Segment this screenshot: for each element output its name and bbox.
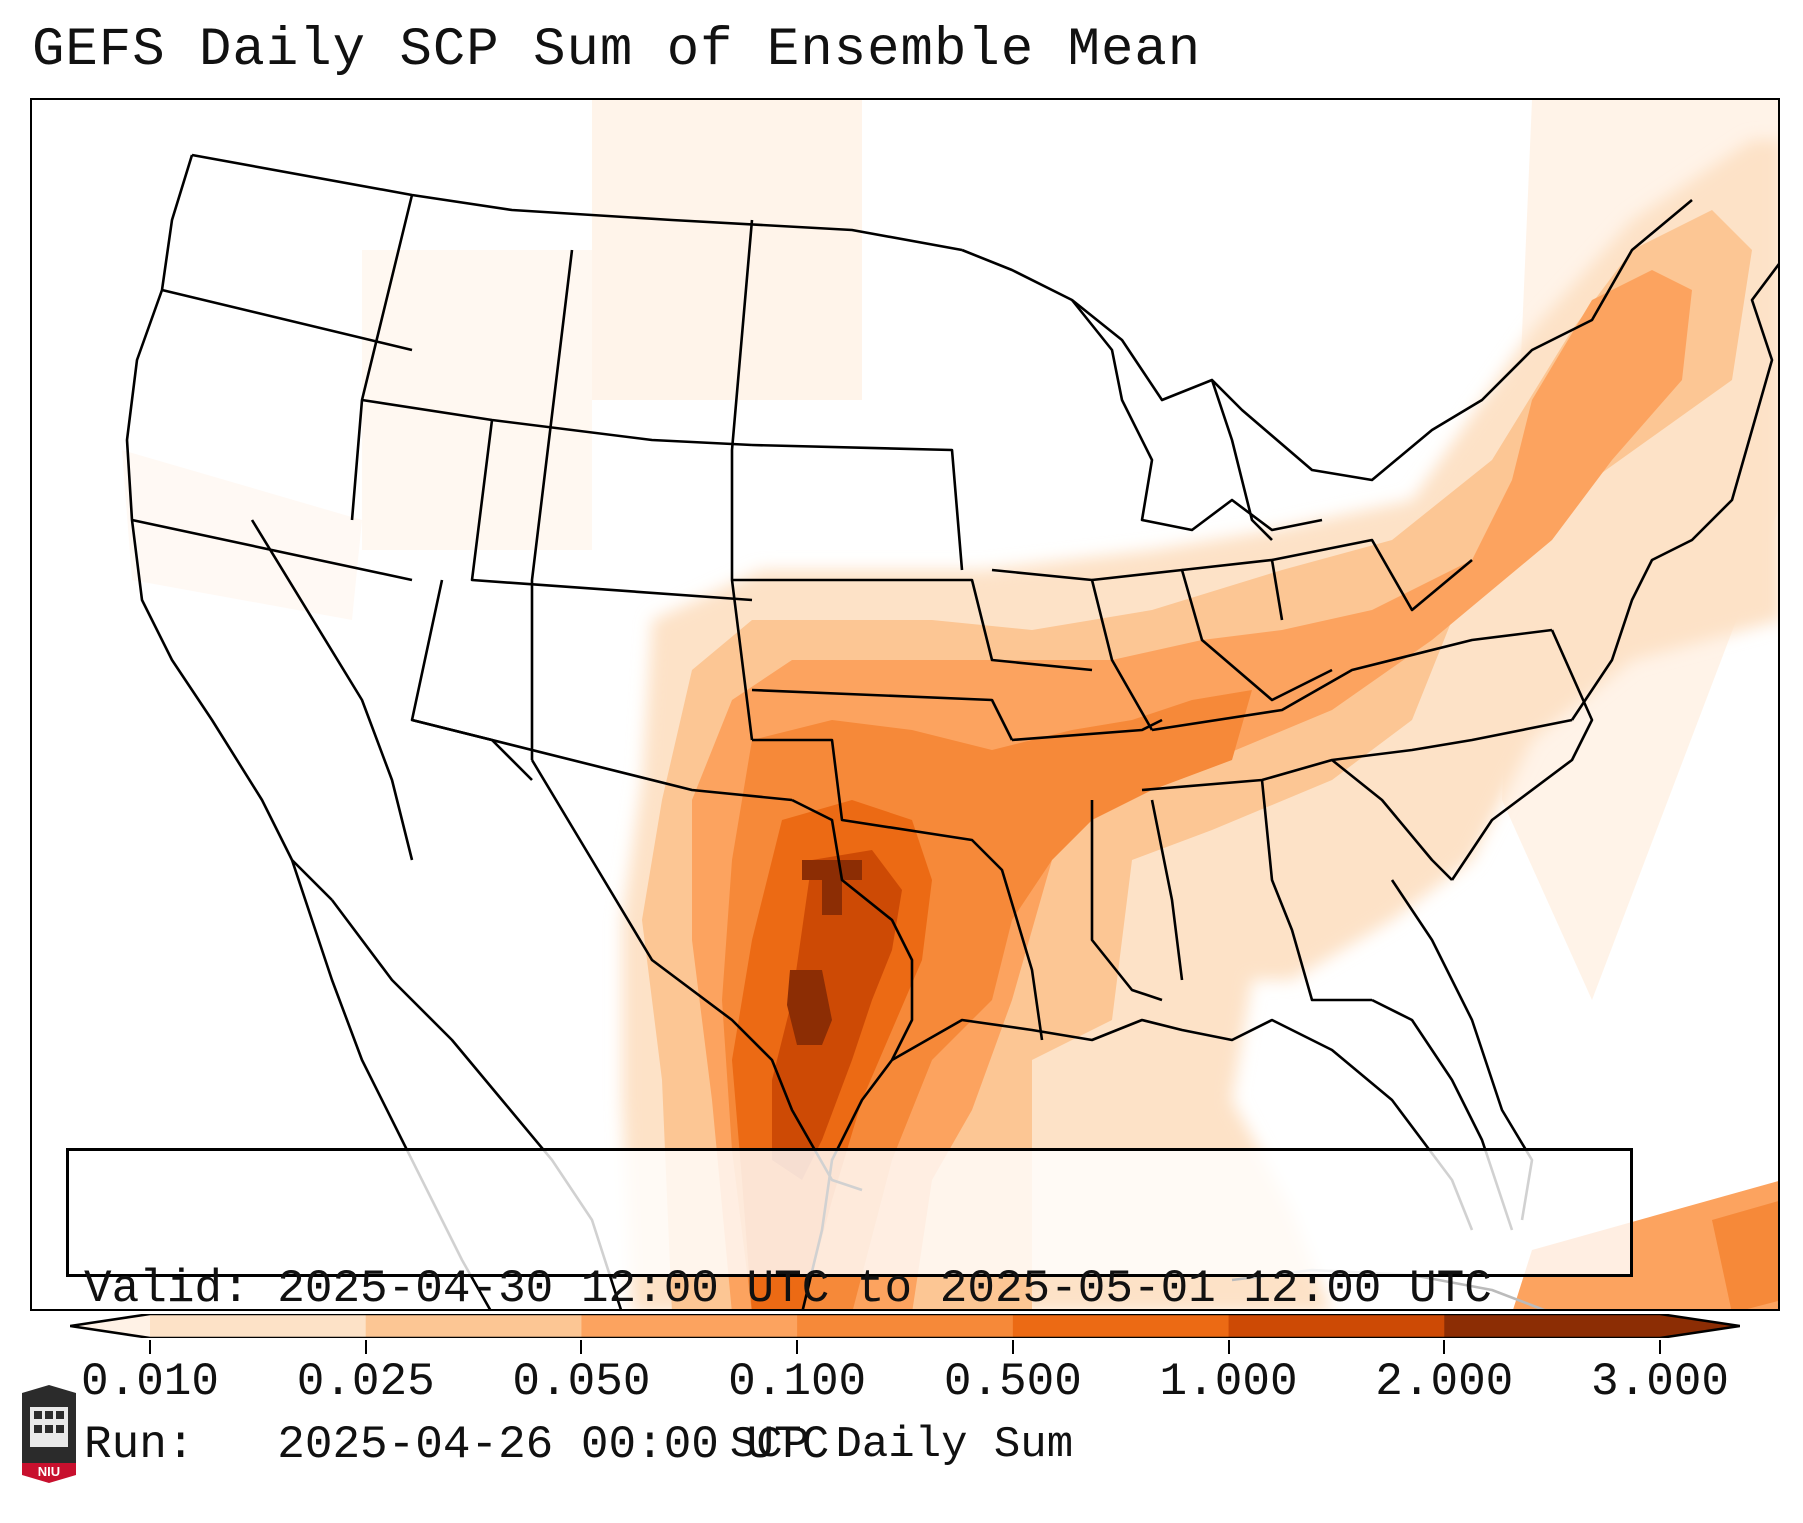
colorbar-over-arrow: [1660, 1314, 1740, 1338]
colorbar-cell: [150, 1314, 367, 1338]
colorbar-tick: [580, 1340, 583, 1354]
colorbar-label: SCP Daily Sum: [729, 1420, 1074, 1470]
scp-field-map: [32, 100, 1778, 1309]
colorbar-tick-label: 1.000: [1159, 1356, 1298, 1408]
colorbar-cell: [1444, 1314, 1661, 1338]
colorbar: [70, 1314, 1740, 1338]
validity-info-box: Valid: 2025-04-30 12:00 UTC to 2025-05-0…: [66, 1148, 1633, 1471]
valid-time-line: Valid: 2025-04-30 12:00 UTC to 2025-05-0…: [84, 1263, 1492, 1315]
niu-logo: NIU: [22, 1385, 76, 1483]
colorbar-cell: [365, 1314, 582, 1338]
colorbar-tick: [1443, 1340, 1446, 1354]
colorbar-tick-label: 0.500: [943, 1356, 1082, 1408]
colorbar-tick: [1227, 1340, 1230, 1354]
colorbar-tick-label: 0.025: [296, 1356, 435, 1408]
colorbar-tick-label: 0.010: [80, 1356, 220, 1408]
colorbar-tick-label: 0.100: [728, 1356, 867, 1408]
niu-logo-text: NIU: [38, 1464, 60, 1479]
colorbar-cell: [1228, 1314, 1445, 1338]
colorbar-tick: [364, 1340, 367, 1354]
colorbar-tick: [796, 1340, 799, 1354]
colorbar-tick: [1659, 1340, 1661, 1354]
colorbar-tick: [149, 1340, 151, 1354]
map-panel: [30, 98, 1780, 1311]
run-time-line: Run: 2025-04-26 00:00 UTC: [84, 1419, 830, 1471]
colorbar-cell: [1012, 1314, 1230, 1338]
colorbar-tick: [1011, 1340, 1014, 1354]
colorbar-under-arrow: [70, 1314, 150, 1338]
colorbar-tick-label: 2.000: [1375, 1356, 1514, 1408]
colorbar-tick-label: 3.000: [1590, 1356, 1730, 1408]
colorbar-cell: [797, 1314, 1014, 1338]
colorbar-cell: [581, 1314, 798, 1338]
colorbar-tick-label: 0.050: [512, 1356, 651, 1408]
map-title: GEFS Daily SCP Sum of Ensemble Mean: [32, 20, 1202, 81]
colorbar-cells: [150, 1314, 1661, 1338]
